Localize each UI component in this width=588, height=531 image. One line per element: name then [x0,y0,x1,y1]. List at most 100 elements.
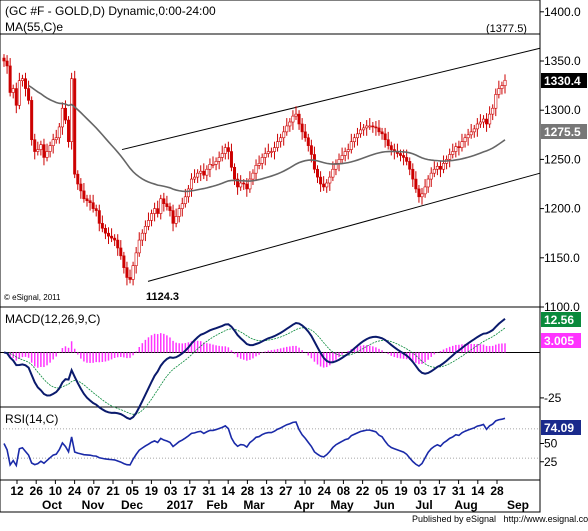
day-tick-label: 03 [164,484,178,498]
candle-body [85,198,89,202]
candle-body [377,127,381,133]
candle-body [205,168,209,176]
copyright-text: © eSignal, 2011 [4,293,61,302]
candle-body [14,88,18,106]
candle-body [226,147,230,152]
candle-body [438,165,442,170]
month-label: May [330,498,354,512]
candle-body [236,178,240,188]
candle-body [478,121,482,125]
candle-body [457,146,461,148]
candle-body [411,168,415,180]
candle-body [131,265,135,280]
candle-body [233,166,237,180]
candle-body [177,208,181,217]
candle-body [91,202,95,209]
day-tick-label: 31 [452,484,466,498]
price-tick-label: 1200.0 [544,202,581,216]
day-tick-label: 21 [106,484,120,498]
candle-body [193,176,197,180]
candle-body [454,146,458,152]
candle-body [57,126,61,139]
candle-body [466,134,470,139]
candle-body [491,107,495,115]
candle-body [165,203,169,207]
macd-line [3,318,506,421]
candle-body [266,151,270,154]
candle-body [2,57,6,62]
month-label: Apr [294,498,315,512]
candle-body [282,131,286,139]
rsi-value-flag [541,420,581,435]
candle-body [426,178,430,188]
candle-body [208,164,212,170]
rsi-tick-label: 25 [544,455,558,469]
candle-body [42,144,46,158]
candle-body [97,210,101,224]
candle-body [494,94,498,109]
candle-body [297,113,301,125]
candle-body [245,183,249,190]
candle-body [202,170,206,176]
month-label: Aug [454,498,477,512]
candle-body [355,133,359,139]
hist-value-flag [541,333,581,348]
candle-body [291,115,295,123]
candle-body [319,176,323,185]
candle-body [469,131,473,136]
candle-body [472,128,476,133]
day-tick-label: 28 [490,484,504,498]
month-label: Nov [82,498,105,512]
candle-body [460,141,464,148]
candle-body [414,178,418,190]
day-tick-label: 28 [241,484,255,498]
candle-body [371,125,375,128]
day-tick-label: 27 [279,484,293,498]
candle-body [362,127,366,131]
candle-body [488,113,492,125]
candle-body [263,153,267,158]
candle-body [442,163,446,170]
candle-body [174,216,178,224]
candle-body [125,267,129,278]
month-label: 2017 [167,498,194,512]
candle-body [248,178,252,190]
last-price-label: 1330.4 [544,74,581,88]
candle-body [448,154,452,160]
day-tick-label: 12 [10,484,24,498]
day-tick-label: 14 [222,484,236,498]
candle-body [251,172,255,180]
candle-body [199,170,203,174]
candle-body [322,183,326,188]
candle-body [223,147,227,154]
day-tick-label: 19 [394,484,408,498]
candle-body [485,118,489,125]
channel-upper-line [121,47,541,151]
candle-body [211,164,215,166]
candle-body [325,182,329,188]
candle-body [417,188,421,198]
candle-body [272,147,276,152]
candle-body [380,131,384,135]
candle-body [463,137,467,142]
day-tick-label: 03 [414,484,428,498]
candle-body [398,153,402,156]
candle-body [36,149,40,152]
candle-body [359,129,363,135]
candle-body [54,137,58,141]
candle-body [162,198,166,204]
candle-body [503,79,507,86]
day-tick-label: 26 [30,484,44,498]
candle-body [137,239,141,254]
candle-body [107,232,111,237]
candle-body [220,153,224,158]
candle-body [150,213,154,221]
ma-value-label: 1275.5 [544,125,581,139]
rsi-line [3,417,506,468]
candle-body [340,155,344,160]
ma55-line [28,84,506,193]
price-tick-label: 1350.0 [544,54,581,68]
candle-body [33,139,37,152]
candle-body [8,65,12,93]
day-tick-label: 17 [433,484,447,498]
